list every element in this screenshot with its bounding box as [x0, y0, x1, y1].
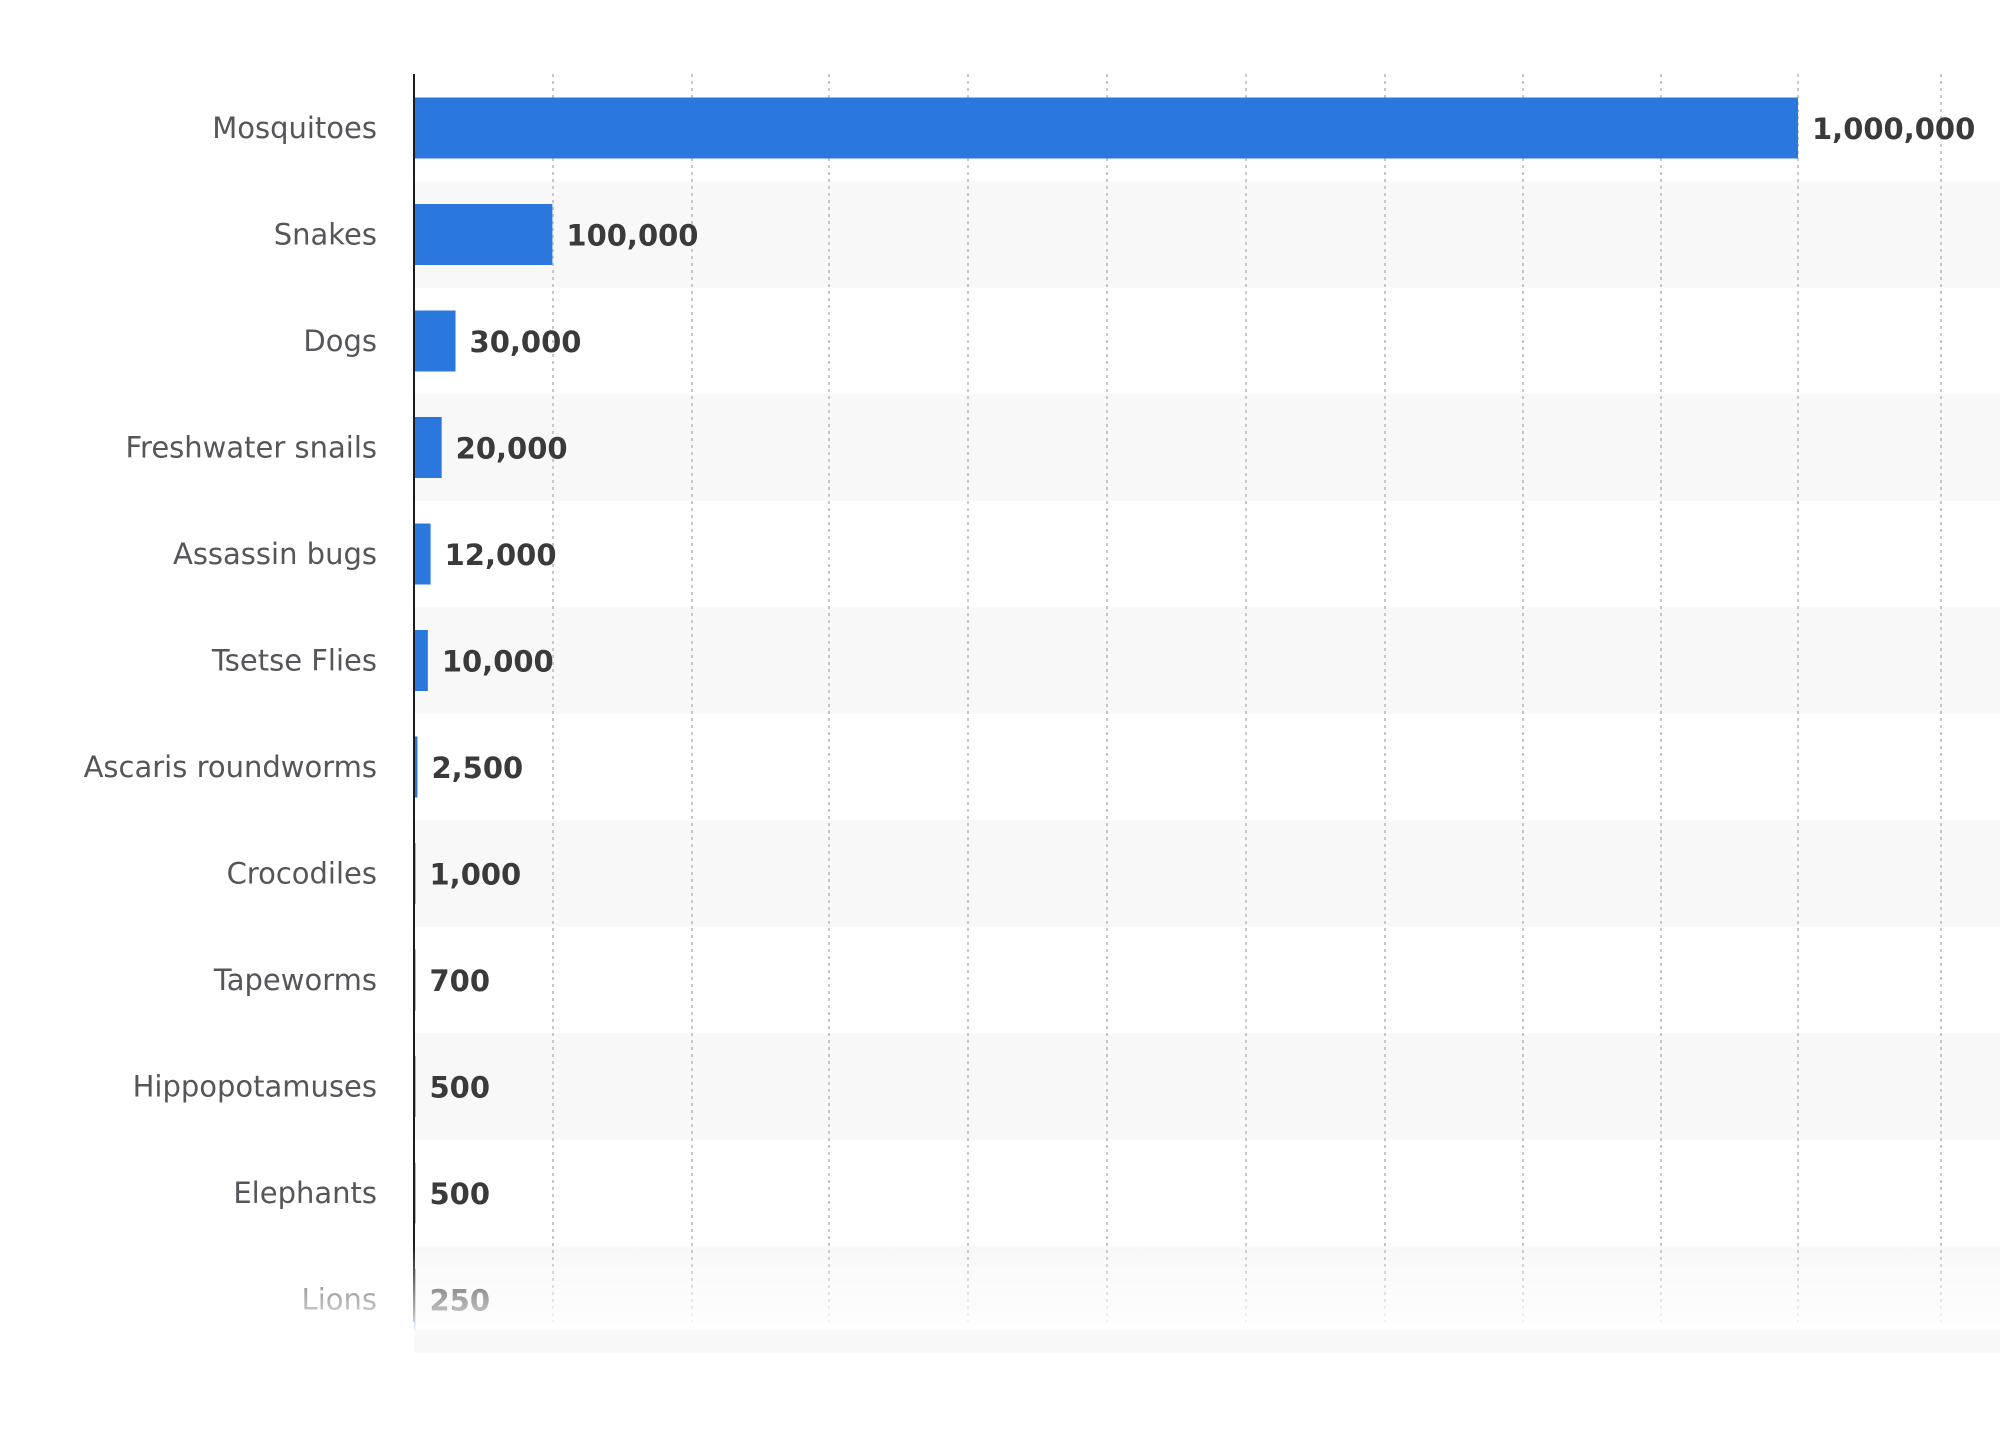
- bar-mosquitoes: [414, 97, 1798, 159]
- value-label-ascaris-roundworms: 2,500: [431, 751, 523, 785]
- value-label-crocodiles: 1,000: [430, 858, 522, 892]
- bar-assassin-bugs: [414, 523, 431, 585]
- category-label-tapeworms: Tapeworms: [213, 963, 377, 997]
- row-band: [414, 820, 2000, 927]
- value-label-assassin-bugs: 12,000: [445, 538, 557, 572]
- category-label-ascaris-roundworms: Ascaris roundworms: [84, 750, 377, 784]
- category-label-mosquitoes: Mosquitoes: [212, 111, 377, 145]
- row-bands: [414, 181, 2000, 1353]
- category-label-snakes: Snakes: [274, 218, 377, 252]
- value-labels: 1,000,000 100,000 30,000 20,000 12,000 10,000…: [430, 112, 1976, 1318]
- category-label-freshwater-snails: Freshwater snails: [125, 431, 377, 465]
- bar-ascaris-roundworms: [414, 736, 418, 798]
- category-label-crocodiles: Crocodiles: [227, 857, 377, 891]
- bar-tsetse-flies: [414, 630, 428, 691]
- row-band: [414, 394, 2000, 501]
- value-label-hippopotamuses: 500: [430, 1071, 491, 1105]
- bottom-fade-overlay: [0, 1245, 2000, 1330]
- bars: [414, 97, 1798, 1330]
- bar-snakes: [414, 204, 553, 265]
- value-label-elephants: 500: [430, 1177, 491, 1211]
- value-label-dogs: 30,000: [470, 325, 582, 359]
- gridlines: [552, 74, 1942, 1322]
- category-label-tsetse-flies: Tsetse Flies: [211, 644, 377, 678]
- bar-dogs: [414, 310, 456, 372]
- row-band: [414, 607, 2000, 714]
- bar-freshwater-snails: [414, 417, 442, 478]
- value-label-mosquitoes: 1,000,000: [1812, 112, 1975, 146]
- category-labels: Mosquitoes Snakes Dogs Freshwater snails Ass…: [84, 111, 377, 1317]
- value-label-freshwater-snails: 20,000: [456, 432, 568, 466]
- category-label-dogs: Dogs: [303, 324, 377, 358]
- value-label-tsetse-flies: 10,000: [442, 645, 554, 679]
- value-label-tapeworms: 700: [430, 964, 491, 998]
- row-band: [414, 181, 2000, 288]
- row-band: [414, 1033, 2000, 1140]
- category-label-elephants: Elephants: [233, 1176, 377, 1210]
- category-label-assassin-bugs: Assassin bugs: [173, 537, 377, 571]
- category-label-hippopotamuses: Hippopotamuses: [133, 1070, 377, 1104]
- value-label-snakes: 100,000: [566, 219, 698, 253]
